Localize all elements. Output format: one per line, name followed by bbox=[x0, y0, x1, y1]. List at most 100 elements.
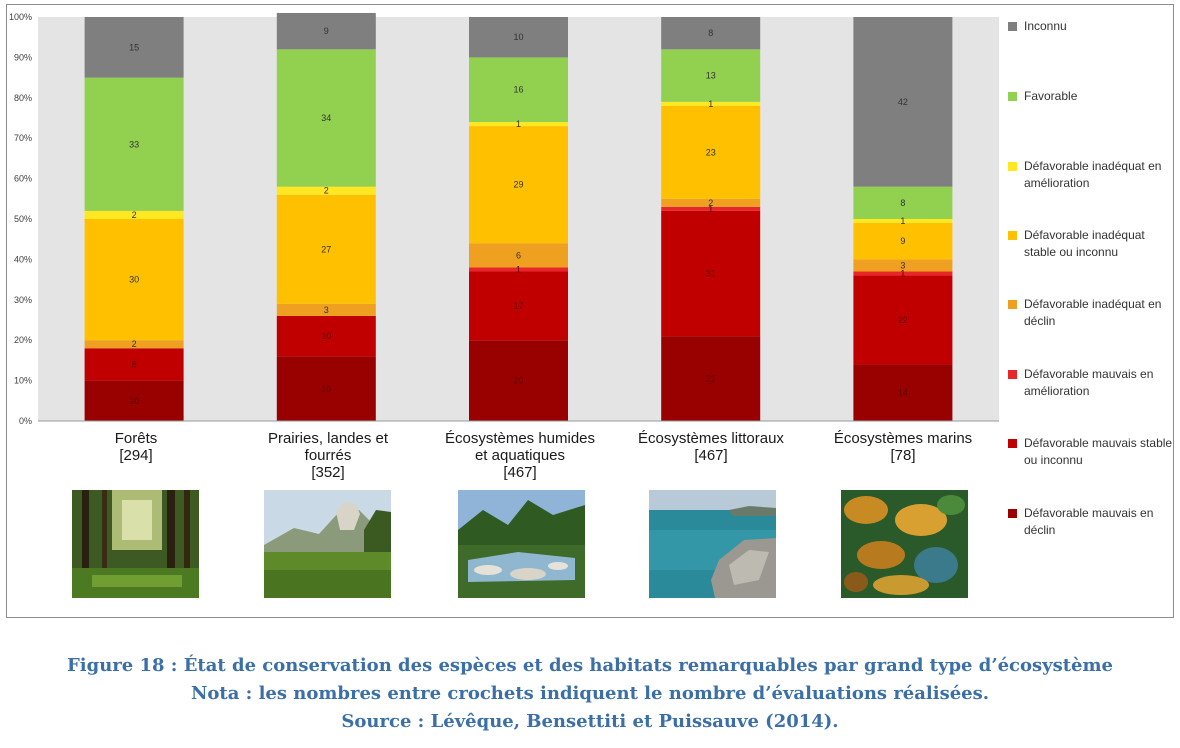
legend-swatch bbox=[1008, 92, 1017, 101]
stacked-bar-chart: 0%10%20%30%40%50%60%70%80%90%100% 108230… bbox=[9, 12, 999, 426]
data-label: 16 bbox=[321, 384, 331, 394]
bar-segment bbox=[853, 271, 953, 276]
bar-segment bbox=[469, 126, 568, 244]
legend: Inconnu Favorable Défavorable inadéquat … bbox=[1008, 0, 1178, 600]
data-label: 9 bbox=[900, 236, 905, 246]
data-label: 30 bbox=[129, 275, 139, 285]
bar-segment bbox=[853, 275, 953, 365]
data-label: 1 bbox=[708, 99, 713, 109]
bar-segment bbox=[469, 17, 568, 58]
data-label: 21 bbox=[706, 374, 716, 384]
data-label: 1 bbox=[516, 265, 521, 275]
bars-group: 1082302331516103272349201716291161021311… bbox=[84, 12, 953, 421]
bar-segment bbox=[276, 194, 376, 304]
category-label-humides: Écosystèmes humides et aquatiques [467] bbox=[425, 430, 615, 481]
data-label: 23 bbox=[706, 147, 716, 157]
data-label: 33 bbox=[129, 139, 139, 149]
figure-caption: Figure 18 : État de conservation des esp… bbox=[0, 652, 1180, 736]
y-tick-label: 40% bbox=[14, 254, 32, 264]
bar-segment bbox=[661, 206, 761, 211]
legend-label: Défavorable inadéquat en déclin bbox=[1024, 297, 1162, 328]
bar-segment bbox=[84, 77, 184, 211]
bar-segment bbox=[661, 198, 761, 207]
data-label: 20 bbox=[513, 376, 523, 386]
bar-segment bbox=[661, 210, 761, 337]
data-label: 8 bbox=[900, 198, 905, 208]
legend-swatch bbox=[1008, 22, 1017, 31]
data-label: 2 bbox=[708, 198, 713, 208]
data-label: 17 bbox=[513, 301, 523, 311]
data-label: 10 bbox=[321, 331, 331, 341]
forest-photo bbox=[72, 490, 199, 598]
data-label: 31 bbox=[706, 269, 716, 279]
legend-item-inadequat-stable: Défavorable inadéquat stable ou inconnu bbox=[1008, 227, 1178, 261]
category-name: Écosystèmes marins bbox=[833, 430, 973, 447]
data-label: 1 bbox=[900, 216, 905, 226]
data-label: 2 bbox=[324, 186, 329, 196]
legend-label: Inconnu bbox=[1024, 19, 1067, 33]
caption-source: Source : Lévêque, Bensettiti et Puissauv… bbox=[341, 711, 839, 732]
legend-swatch bbox=[1008, 231, 1017, 240]
legend-item-inadequat-declin: Défavorable inadéquat en déclin bbox=[1008, 296, 1178, 330]
reef-photo bbox=[841, 490, 968, 598]
legend-item-inadequat-amelioration: Défavorable inadéquat en amélioration bbox=[1008, 158, 1178, 192]
bar-segment bbox=[853, 17, 953, 187]
y-tick-label: 90% bbox=[14, 52, 32, 62]
category-label-prairies: Prairies, landes et fourrés [352] bbox=[233, 430, 423, 481]
y-tick-label: 0% bbox=[19, 416, 32, 426]
data-label: 3 bbox=[324, 305, 329, 315]
bar-segment bbox=[84, 219, 184, 341]
bar-segment bbox=[84, 348, 184, 381]
legend-swatch bbox=[1008, 439, 1017, 448]
caption-note: Nota : les nombres entre crochets indiqu… bbox=[190, 683, 990, 704]
data-label: 10 bbox=[513, 32, 523, 42]
y-tick-label: 20% bbox=[14, 335, 32, 345]
bar-segment bbox=[853, 364, 953, 421]
category-label-forets: Forêts [294] bbox=[41, 430, 231, 464]
y-tick-label: 80% bbox=[14, 93, 32, 103]
bar-segment bbox=[84, 17, 184, 78]
category-count: [352] bbox=[311, 464, 345, 481]
legend-swatch bbox=[1008, 370, 1017, 379]
legend-label: Défavorable mauvais stable ou inconnu bbox=[1024, 436, 1173, 467]
bar-segment bbox=[661, 101, 761, 106]
category-count: [294] bbox=[119, 447, 153, 464]
legend-label: Défavorable inadéquat stable ou inconnu bbox=[1024, 228, 1145, 259]
y-tick-label: 50% bbox=[14, 214, 32, 224]
data-label: 6 bbox=[516, 250, 521, 260]
category-count: [467] bbox=[503, 464, 537, 481]
legend-label: Favorable bbox=[1024, 89, 1078, 103]
category-name: Écosystèmes littoraux bbox=[638, 430, 784, 447]
data-label: 13 bbox=[706, 71, 716, 81]
y-axis: 0% 10% 20% 30% 40% 50% 60% 70% 80% 90% 100% bbox=[9, 12, 32, 426]
y-tick-label: 60% bbox=[14, 174, 32, 184]
bar-segment bbox=[853, 186, 953, 219]
bar-segment bbox=[469, 340, 568, 421]
data-label: 2 bbox=[132, 210, 137, 220]
y-tick-label: 70% bbox=[14, 133, 32, 143]
data-label: 8 bbox=[132, 359, 137, 369]
y-tick-label: 10% bbox=[14, 376, 32, 386]
bar-segment bbox=[84, 380, 184, 421]
bar-segment bbox=[661, 49, 761, 102]
river-photo bbox=[458, 490, 585, 598]
bar-segment bbox=[84, 340, 184, 349]
bar-segment bbox=[661, 336, 761, 421]
data-label: 1 bbox=[516, 119, 521, 129]
category-name: Prairies, landes et fourrés bbox=[267, 430, 389, 464]
data-label: 14 bbox=[898, 388, 908, 398]
bar-segment bbox=[853, 223, 953, 260]
legend-label: Défavorable mauvais en déclin bbox=[1024, 506, 1154, 537]
data-label: 16 bbox=[513, 85, 523, 95]
data-label: 34 bbox=[321, 113, 331, 123]
y-tick-label: 100% bbox=[9, 12, 32, 22]
y-tick-label: 30% bbox=[14, 295, 32, 305]
caption-title: Figure 18 : État de conservation des esp… bbox=[66, 655, 1114, 676]
bar-segment bbox=[276, 315, 376, 357]
bar-segment bbox=[276, 356, 376, 421]
bar-segment bbox=[469, 57, 568, 123]
meadow-photo bbox=[264, 490, 391, 598]
coast-photo bbox=[649, 490, 776, 598]
